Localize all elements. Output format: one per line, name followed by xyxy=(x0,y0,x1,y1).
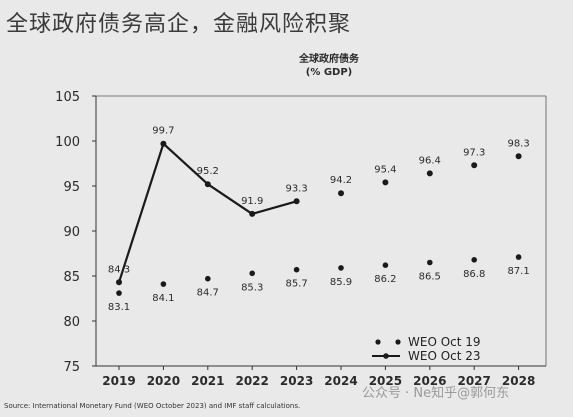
y-tick-label: 105 xyxy=(55,90,80,105)
x-axis: 2019 2020 2021 2022 2023 2024 2025 2026 2027 2028 xyxy=(102,366,535,388)
data-label-weo-oct-19: 85.7 xyxy=(285,279,307,290)
data-label-weo-oct-19: 86.5 xyxy=(419,272,441,283)
y-tick-label: 90 xyxy=(63,225,80,240)
x-tick-label: 2025 xyxy=(369,374,402,388)
x-tick-label: 2028 xyxy=(502,374,535,388)
data-label-weo-oct-23: 95.2 xyxy=(197,166,219,177)
point-weo-oct-19 xyxy=(205,275,211,282)
legend-marker-weo-oct-23 xyxy=(383,353,389,359)
x-tick-label: 2027 xyxy=(457,374,490,388)
data-label-weo-oct-19: 83.1 xyxy=(108,302,130,313)
y-tick-label: 100 xyxy=(55,135,80,150)
x-tick-label: 2021 xyxy=(191,374,224,388)
point-weo-oct-23 xyxy=(382,179,389,186)
point-weo-oct-23 xyxy=(116,279,122,286)
x-tick-label: 2026 xyxy=(413,374,446,388)
legend-marker-weo-oct-19 xyxy=(375,339,381,345)
data-labels: 83.1 84.1 84.7 85.3 85.7 85.9 86.2 86.5 86.8 87.1… xyxy=(108,126,530,313)
data-label-weo-oct-23: 91.9 xyxy=(241,196,263,207)
point-weo-oct-19 xyxy=(515,254,522,260)
series-line-weo-oct-23 xyxy=(117,142,297,283)
x-tick-label: 2022 xyxy=(235,374,268,388)
page-title: 全球政府债务高企，金融风险积聚 xyxy=(6,12,352,37)
point-weo-oct-23 xyxy=(293,198,300,205)
data-label-weo-oct-23: 98.3 xyxy=(507,138,529,149)
point-weo-oct-23 xyxy=(471,162,478,169)
y-axis: 75 80 85 90 95 100 105 xyxy=(55,90,96,375)
point-weo-oct-23 xyxy=(249,210,256,217)
data-label-weo-oct-19: 85.9 xyxy=(330,277,352,288)
watermark: 公众号 · Ne知乎@郭何东 xyxy=(362,386,510,401)
data-label-weo-oct-19: 86.8 xyxy=(463,269,485,280)
data-label-weo-oct-23: 93.3 xyxy=(285,183,307,194)
chart-title-line1: 全球政府债务 xyxy=(298,52,360,65)
point-weo-oct-19 xyxy=(116,290,122,296)
data-label-weo-oct-23: 84.3 xyxy=(108,264,130,275)
point-weo-oct-23 xyxy=(160,140,167,147)
data-label-weo-oct-23: 96.4 xyxy=(419,155,441,166)
y-tick-label: 80 xyxy=(63,315,80,330)
point-weo-oct-19 xyxy=(382,262,389,269)
point-weo-oct-19 xyxy=(471,257,478,263)
series-layer xyxy=(116,140,522,296)
legend-label-weo-oct-19: WEO Oct 19 xyxy=(408,335,481,349)
point-weo-oct-19 xyxy=(338,265,344,271)
data-label-weo-oct-23: 95.4 xyxy=(374,164,396,175)
legend-marker-weo-oct-19 xyxy=(395,339,401,345)
point-weo-oct-23 xyxy=(204,181,211,188)
data-label-weo-oct-23: 97.3 xyxy=(463,147,485,158)
data-label-weo-oct-23: 94.2 xyxy=(330,175,352,186)
source-note: Source: International Monetary Fund (WEO… xyxy=(4,402,301,410)
point-weo-oct-19 xyxy=(160,281,167,287)
point-weo-oct-19 xyxy=(293,266,300,273)
data-label-weo-oct-19: 84.1 xyxy=(152,293,174,304)
x-tick-label: 2020 xyxy=(147,374,180,388)
point-weo-oct-19 xyxy=(249,270,255,277)
data-label-weo-oct-19: 84.7 xyxy=(197,288,219,299)
x-tick-label: 2024 xyxy=(324,374,357,388)
data-label-weo-oct-23: 99.7 xyxy=(152,126,174,137)
data-label-weo-oct-19: 85.3 xyxy=(241,282,263,293)
x-tick-label: 2023 xyxy=(280,374,313,388)
data-label-weo-oct-19: 87.1 xyxy=(507,266,529,277)
point-weo-oct-23 xyxy=(515,153,522,160)
y-tick-label: 95 xyxy=(63,180,80,195)
legend-label-weo-oct-23: WEO Oct 23 xyxy=(408,349,481,363)
x-tick-label: 2019 xyxy=(102,374,135,388)
data-label-weo-oct-19: 86.2 xyxy=(374,274,396,285)
y-tick-label: 75 xyxy=(63,360,80,375)
point-weo-oct-19 xyxy=(427,259,433,266)
point-weo-oct-23 xyxy=(338,190,344,197)
chart-title-line2: (% GDP) xyxy=(306,67,352,78)
point-weo-oct-23 xyxy=(426,170,433,177)
y-tick-label: 85 xyxy=(63,270,80,285)
